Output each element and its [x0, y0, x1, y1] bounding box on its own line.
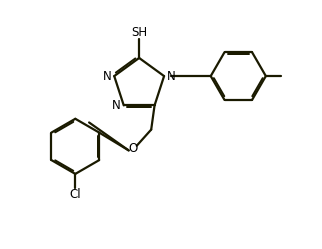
Text: N: N: [102, 69, 111, 83]
Text: N: N: [167, 69, 176, 83]
Text: Cl: Cl: [70, 188, 81, 201]
Text: N: N: [112, 99, 121, 112]
Text: O: O: [128, 141, 137, 155]
Text: SH: SH: [131, 26, 147, 39]
